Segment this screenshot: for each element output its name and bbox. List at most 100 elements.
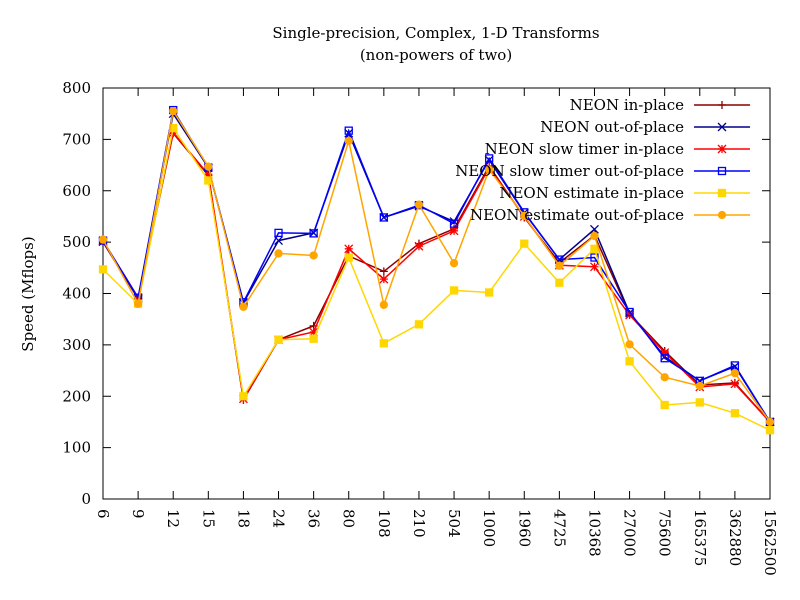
data-point bbox=[765, 417, 775, 427]
data-point bbox=[414, 200, 424, 209]
series-6 bbox=[98, 106, 775, 427]
data-point bbox=[274, 228, 283, 238]
data-point bbox=[449, 259, 459, 268]
data-point bbox=[379, 274, 389, 284]
data-point bbox=[344, 126, 353, 135]
legend-label: NEON in-place bbox=[570, 96, 685, 114]
data-point bbox=[717, 166, 727, 176]
data-point bbox=[133, 299, 143, 308]
x-tick-label: 10368 bbox=[585, 509, 603, 557]
y-tick-label: 200 bbox=[62, 387, 91, 405]
x-tick-label: 27000 bbox=[621, 509, 639, 557]
data-point bbox=[379, 213, 388, 222]
y-tick-label: 700 bbox=[62, 130, 91, 148]
y-tick-label: 600 bbox=[62, 182, 91, 200]
y-axis-label: Speed (Mflops) bbox=[19, 236, 37, 351]
data-point bbox=[730, 409, 740, 418]
x-tick-label: 1000 bbox=[480, 509, 498, 547]
x-axis: 6 9 12 15 18 24 36 80 108 210 504 1000 1960 4725 10368… bbox=[94, 88, 779, 576]
x-tick-label: 9 bbox=[129, 509, 147, 519]
data-point bbox=[168, 128, 178, 138]
data-point bbox=[485, 288, 494, 297]
data-point bbox=[485, 154, 494, 163]
x-tick-label: 362880 bbox=[726, 509, 744, 566]
x-tick-label: 80 bbox=[340, 509, 358, 528]
data-point bbox=[379, 300, 388, 309]
data-point bbox=[730, 361, 740, 370]
data-point bbox=[169, 106, 178, 116]
legend: NEON in-place NEON out-of-place NEON slow … bbox=[455, 96, 750, 224]
y-tick-label: 300 bbox=[62, 336, 91, 354]
legend-entry: NEON in-place bbox=[570, 96, 750, 114]
y-tick-label: 800 bbox=[62, 79, 91, 97]
data-point bbox=[625, 340, 634, 349]
x-tick-label: 1960 bbox=[515, 509, 533, 547]
data-point bbox=[379, 339, 388, 348]
data-point bbox=[344, 244, 354, 254]
data-point bbox=[590, 262, 599, 272]
data-point bbox=[309, 334, 318, 343]
data-point bbox=[309, 251, 318, 260]
data-point bbox=[203, 169, 213, 179]
data-point bbox=[555, 261, 564, 270]
data-point bbox=[309, 327, 319, 337]
legend-label: NEON slow timer out-of-place bbox=[455, 162, 684, 180]
data-point bbox=[414, 320, 424, 329]
legend-entry: NEON estimate in-place bbox=[499, 184, 750, 202]
y-tick-label: 100 bbox=[62, 439, 91, 457]
data-point bbox=[98, 265, 108, 274]
x-tick-label: 210 bbox=[410, 509, 428, 538]
x-tick-label: 504 bbox=[445, 509, 463, 538]
data-point bbox=[344, 136, 353, 146]
x-tick-label: 6 bbox=[94, 509, 112, 519]
y-tick-label: 400 bbox=[62, 285, 91, 303]
data-point bbox=[695, 398, 704, 407]
y-tick-label: 0 bbox=[81, 490, 91, 508]
series-line bbox=[102, 131, 771, 423]
x-tick-label: 36 bbox=[305, 509, 323, 528]
legend-entry: NEON out-of-place bbox=[540, 118, 750, 136]
x-tick-label: 1562500 bbox=[761, 509, 779, 576]
x-tick-label: 15 bbox=[199, 509, 217, 528]
data-point bbox=[449, 286, 459, 295]
legend-label: NEON estimate in-place bbox=[499, 184, 684, 202]
y-axis: 0 100 200 300 400 500 600 700 800 bbox=[62, 79, 770, 508]
data-point bbox=[274, 335, 283, 344]
legend-label: NEON out-of-place bbox=[540, 118, 684, 136]
x-tick-label: 75600 bbox=[656, 509, 674, 557]
data-point bbox=[379, 267, 388, 276]
data-point bbox=[555, 278, 564, 287]
data-point bbox=[239, 302, 248, 312]
data-point bbox=[485, 165, 494, 174]
data-point bbox=[449, 226, 459, 236]
x-tick-label: 4725 bbox=[550, 509, 568, 547]
data-point bbox=[449, 219, 459, 228]
data-point bbox=[414, 241, 424, 251]
data-point bbox=[730, 368, 740, 378]
chart-title: Single-precision, Complex, 1-D Transform… bbox=[272, 24, 599, 42]
data-point bbox=[625, 357, 634, 366]
data-point bbox=[660, 400, 669, 410]
data-point bbox=[695, 381, 704, 391]
x-tick-label: 24 bbox=[270, 509, 288, 528]
legend-entry: NEON estimate out-of-place bbox=[470, 206, 750, 224]
series-line bbox=[102, 109, 771, 423]
data-point bbox=[274, 249, 283, 258]
series-line bbox=[102, 126, 771, 431]
y-tick-label: 500 bbox=[62, 233, 91, 251]
data-point bbox=[344, 253, 353, 262]
x-tick-label: 108 bbox=[375, 509, 393, 538]
legend-label: NEON estimate out-of-place bbox=[470, 206, 684, 224]
data-point bbox=[98, 235, 108, 244]
x-tick-label: 12 bbox=[164, 509, 182, 528]
x-tick-label: 18 bbox=[234, 509, 252, 528]
data-point bbox=[660, 354, 669, 363]
legend-entry: NEON slow timer in-place bbox=[485, 140, 750, 158]
data-point bbox=[239, 392, 248, 401]
series-layer bbox=[98, 105, 775, 435]
data-point bbox=[520, 211, 529, 221]
data-point bbox=[718, 101, 726, 109]
data-point bbox=[730, 379, 740, 389]
data-point bbox=[625, 307, 634, 317]
data-point bbox=[590, 231, 599, 241]
